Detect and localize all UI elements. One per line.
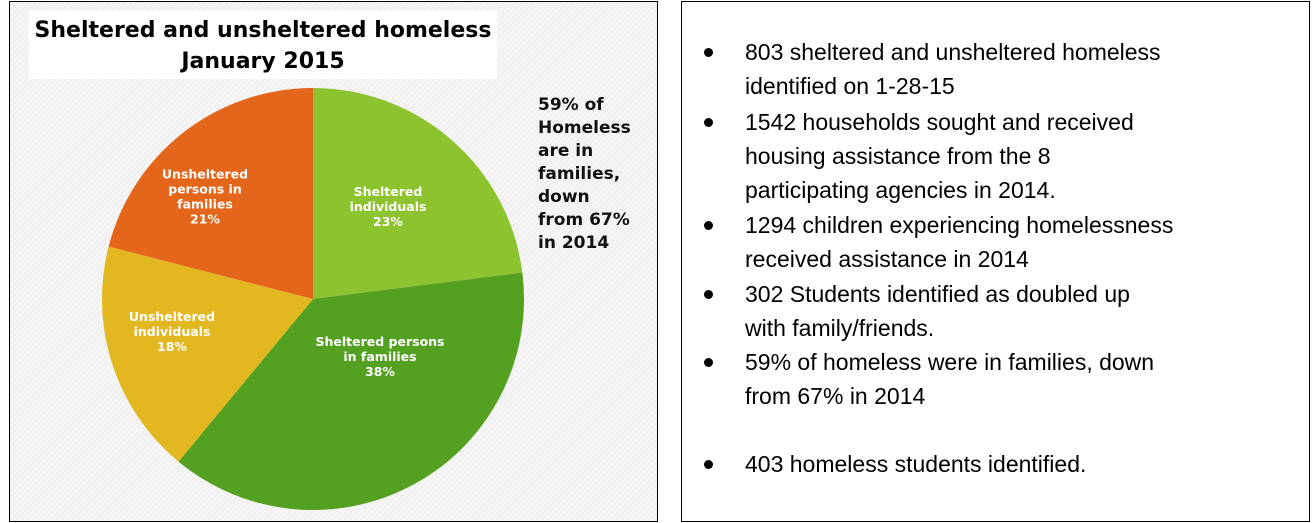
slice-label-line: 21% [190,212,220,227]
annotation-line: from 67% [538,210,630,230]
pie-slice [108,88,313,299]
bullet-text: 403 homeless students identified. [745,447,1295,481]
bullet-dot-icon [704,48,713,57]
bullet-dot-icon [704,290,713,299]
bullet-text: 1542 households sought and received housi… [745,105,1295,207]
slice-label: Unsheltered individuals 18% [129,309,215,354]
bullet-dot-icon [704,118,713,127]
bullet-text: 302 Students identified as doubled up wit… [745,277,1295,345]
bullet-dot-icon [704,460,713,469]
slice-label-line: Sheltered [354,184,423,199]
bullet-text-line: from 67% in 2014 [745,383,926,409]
slice-label-line: 23% [373,214,403,229]
bullet-text-line: housing assistance from the 8 [745,143,1051,169]
slice-label-line: Sheltered persons [315,334,444,349]
bullet-text-line: participating agencies in 2014. [745,177,1056,203]
side-annotation: 59% of Homeless are in families, down fr… [538,94,654,255]
pie-chart: Sheltered individuals 23%Sheltered persons… [101,88,524,511]
bullet-text-line: with family/friends. [745,315,935,341]
slice-label-line: families [177,197,233,212]
slice-label-line: 18% [157,339,187,354]
slice-label: Sheltered individuals 23% [350,184,427,229]
chart-title-line-2: January 2015 [181,49,345,74]
slice-label-line: 38% [365,364,395,379]
bullet-text-line: 302 Students identified as doubled up [745,281,1130,307]
slice-label-line: individuals [350,199,427,214]
bullet-text: 803 sheltered and unsheltered homeless id… [745,35,1295,103]
annotation-line: are in [538,141,594,161]
slice-label-line: Unsheltered [162,167,248,182]
annotation-line: down [538,187,590,207]
bullet-text-line: 59% of homeless were in families, down [745,349,1155,375]
slice-label-line: in families [343,349,416,364]
chart-panel: Sheltered individuals 23% Sheltered persons… [9,1,658,522]
pie-slice [178,272,524,511]
slice-label-line: individuals [134,324,211,339]
chart-title-line-1: Sheltered and unsheltered homeless [34,18,492,43]
bullet-text-line: identified on 1-28-15 [745,73,955,99]
slice-label: Sheltered persons in families 38% [315,334,444,379]
bullet-text-line: 803 sheltered and unsheltered homeless [745,39,1161,65]
pie-slice [101,246,313,462]
bullet-text-line: received assistance in 2014 [745,246,1029,272]
bullet-text-line: 1542 households sought and received [745,109,1134,135]
annotation-line: Homeless [538,118,631,138]
bullet-dot-icon [704,221,713,230]
annotation-line: 59% of [538,95,604,115]
annotation-line: in 2014 [538,233,610,253]
chart-title: Sheltered and unsheltered homeless Janua… [29,11,497,79]
slice-label-line: Unsheltered [129,309,215,324]
summary-panel: 803 sheltered and unsheltered homeless id… [681,1,1310,522]
slice-label-line: persons in [168,182,242,197]
annotation-line: families, [538,164,621,184]
bullet-dot-icon [704,358,713,367]
bullet-text-line: 403 homeless students identified. [745,451,1087,477]
bullet-text: 1294 children experiencing homelessness r… [745,208,1295,276]
pie-slice [313,88,523,299]
bullet-text-line: 1294 children experiencing homelessness [745,212,1174,238]
bullet-text: 59% of homeless were in families, down fr… [745,345,1295,413]
slice-label: Unsheltered persons in families 21% [162,167,248,227]
